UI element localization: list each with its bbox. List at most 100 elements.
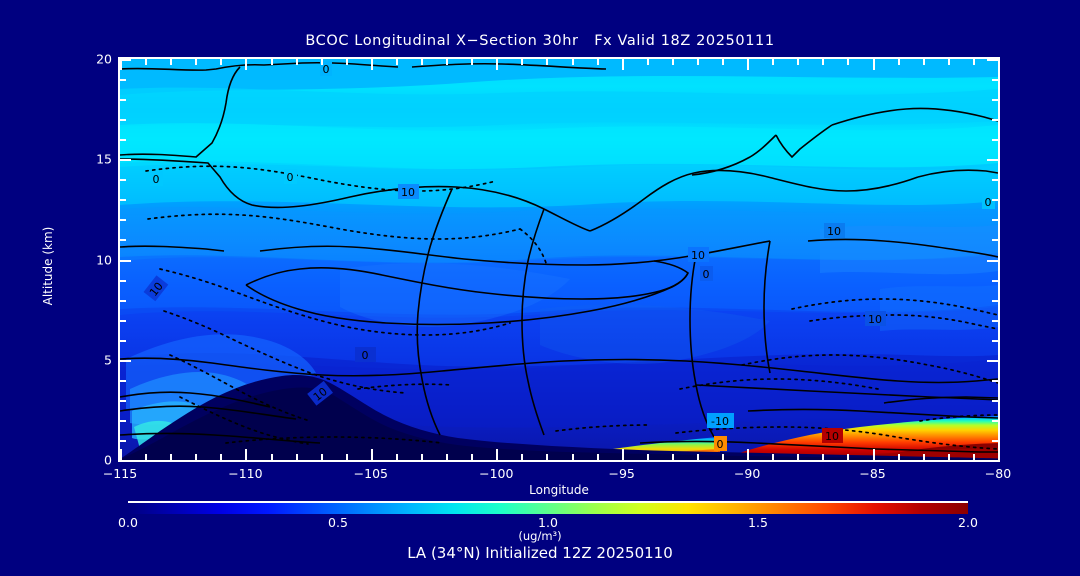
tick-mark bbox=[992, 399, 998, 402]
tick-mark bbox=[571, 454, 574, 460]
tick-mark bbox=[195, 454, 198, 460]
tick-mark bbox=[596, 59, 599, 65]
x-tick-label: −115 bbox=[102, 466, 138, 481]
tick-mark bbox=[220, 59, 223, 65]
tick-mark bbox=[120, 59, 122, 70]
tick-mark bbox=[270, 454, 273, 460]
svg-text:10: 10 bbox=[401, 186, 415, 199]
tick-mark bbox=[120, 419, 126, 422]
tick-mark bbox=[120, 99, 126, 102]
tick-mark bbox=[772, 59, 775, 65]
tick-mark bbox=[120, 279, 126, 282]
tick-mark bbox=[987, 159, 998, 162]
tick-mark bbox=[972, 454, 975, 460]
y-axis-title: Altitude (km) bbox=[41, 226, 55, 306]
tick-mark bbox=[120, 219, 126, 222]
tick-mark bbox=[270, 59, 273, 65]
y-tick-label: 0 bbox=[104, 452, 112, 468]
contour-label-group: 0 0 0 10 10 bbox=[143, 61, 995, 451]
contour-lines: 0 0 0 10 10 bbox=[120, 61, 998, 453]
filled-contour-field bbox=[120, 59, 998, 460]
tick-mark bbox=[521, 454, 524, 460]
svg-text:0: 0 bbox=[985, 196, 992, 209]
svg-text:0: 0 bbox=[153, 173, 160, 186]
tick-mark bbox=[992, 79, 998, 82]
y-tick-label: 5 bbox=[104, 352, 112, 368]
tick-mark bbox=[696, 59, 699, 65]
tick-mark bbox=[797, 59, 800, 65]
svg-text:0: 0 bbox=[287, 171, 294, 184]
tick-mark bbox=[992, 419, 998, 422]
tick-mark bbox=[671, 59, 674, 65]
y-axis-tick-labels: 0 5 10 15 20 bbox=[78, 0, 112, 576]
y-tick-label: 10 bbox=[96, 252, 112, 267]
tick-mark bbox=[987, 460, 998, 462]
tick-mark bbox=[546, 59, 549, 65]
tick-mark bbox=[496, 59, 499, 70]
tick-mark bbox=[571, 59, 574, 65]
tick-mark bbox=[245, 449, 248, 460]
tick-mark bbox=[646, 59, 649, 65]
tick-mark bbox=[596, 454, 599, 460]
tick-mark bbox=[120, 460, 131, 462]
tick-mark bbox=[120, 139, 126, 142]
colorbar-tick-label: 1.5 bbox=[748, 515, 768, 530]
colorbar-tick-label: 2.0 bbox=[958, 515, 978, 530]
tick-mark bbox=[992, 379, 998, 382]
tick-mark bbox=[872, 59, 875, 70]
svg-text:0: 0 bbox=[323, 63, 330, 76]
tick-mark bbox=[998, 59, 1000, 70]
tick-mark bbox=[747, 449, 750, 460]
tick-mark bbox=[320, 59, 323, 65]
y-tick-label: 20 bbox=[96, 51, 112, 67]
tick-mark bbox=[120, 339, 126, 342]
tick-mark bbox=[897, 59, 900, 65]
tick-mark bbox=[120, 379, 126, 382]
tick-mark bbox=[922, 454, 925, 460]
tick-mark bbox=[992, 99, 998, 102]
tick-mark bbox=[170, 59, 173, 65]
colorbar-units-label: (ug/m³) bbox=[518, 529, 562, 543]
y-tick-label: 15 bbox=[96, 151, 112, 167]
x-tick-label: −85 bbox=[859, 466, 886, 481]
tick-mark bbox=[847, 454, 850, 460]
tick-mark bbox=[446, 454, 449, 460]
tick-mark bbox=[421, 59, 424, 65]
tick-mark bbox=[120, 239, 126, 242]
colorbar[interactable] bbox=[128, 501, 968, 514]
tick-mark bbox=[847, 59, 850, 65]
svg-text:10: 10 bbox=[827, 225, 841, 238]
tick-mark bbox=[822, 59, 825, 65]
tick-mark bbox=[120, 399, 126, 402]
tick-mark bbox=[872, 449, 875, 460]
tick-mark bbox=[992, 439, 998, 442]
tick-mark bbox=[992, 239, 998, 242]
tick-mark bbox=[972, 59, 975, 65]
tick-mark bbox=[546, 454, 549, 460]
tick-mark bbox=[947, 454, 950, 460]
tick-mark bbox=[646, 454, 649, 460]
tick-mark bbox=[120, 119, 126, 122]
tick-mark bbox=[120, 449, 122, 460]
svg-text:10: 10 bbox=[691, 249, 705, 262]
page-title: BCOC Longitudinal X−Section 30hr Fx Vali… bbox=[305, 33, 775, 49]
tick-mark bbox=[120, 319, 126, 322]
tick-mark bbox=[992, 119, 998, 122]
tick-mark bbox=[120, 79, 126, 82]
tick-mark bbox=[987, 59, 998, 61]
tick-mark bbox=[295, 59, 298, 65]
tick-mark bbox=[170, 454, 173, 460]
tick-mark bbox=[696, 454, 699, 460]
tick-mark bbox=[446, 59, 449, 65]
svg-text:10: 10 bbox=[825, 430, 839, 443]
cross-section-plot: 0 0 0 10 10 bbox=[118, 57, 1000, 462]
colorbar-tick-label: 1.0 bbox=[538, 515, 558, 530]
tick-mark bbox=[345, 454, 348, 460]
tick-mark bbox=[992, 219, 998, 222]
tick-mark bbox=[120, 359, 131, 362]
tick-mark bbox=[987, 259, 998, 262]
tick-mark bbox=[897, 454, 900, 460]
svg-text:10: 10 bbox=[868, 313, 882, 326]
tick-mark bbox=[120, 179, 126, 182]
tick-mark bbox=[345, 59, 348, 65]
